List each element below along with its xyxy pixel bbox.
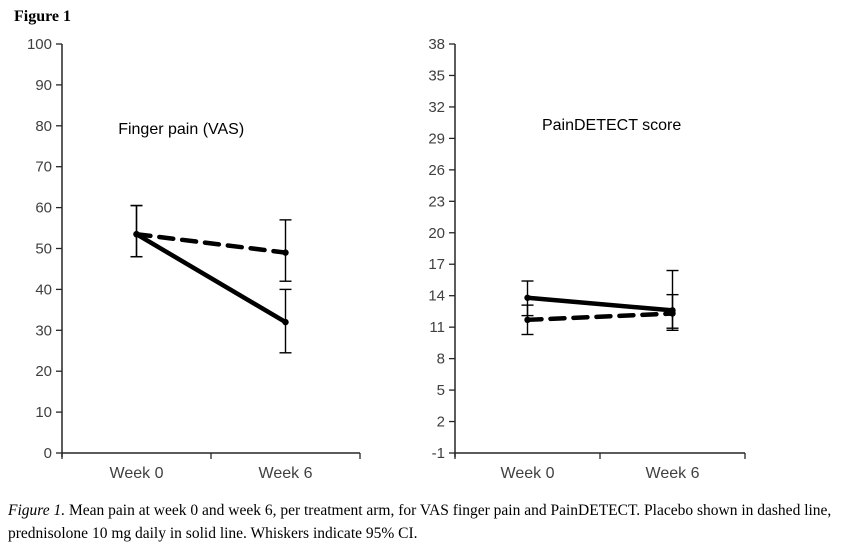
svg-text:60: 60 — [35, 200, 52, 217]
paindetect-score-chart: -1 2 5 8 11 14 17 20 23 26 29 32 35 38 Week 0 Week 6 Pai… — [428, 36, 746, 482]
svg-text:Week 0: Week 0 — [110, 465, 164, 482]
svg-text:23: 23 — [428, 193, 445, 210]
svg-text:70: 70 — [35, 159, 52, 176]
svg-text:38: 38 — [428, 36, 445, 53]
svg-text:20: 20 — [35, 363, 52, 380]
svg-text:-1: -1 — [432, 445, 445, 462]
svg-text:30: 30 — [35, 322, 52, 339]
svg-text:14: 14 — [428, 288, 445, 305]
svg-text:26: 26 — [428, 162, 445, 179]
vas-finger-pain-chart: 0 10 20 30 40 50 60 70 80 90 100 Week 0 Week 6 Finger… — [27, 36, 361, 482]
svg-text:10: 10 — [35, 404, 52, 421]
svg-text:17: 17 — [428, 256, 445, 273]
svg-text:0: 0 — [44, 445, 52, 462]
caption-text: Mean pain at week 0 and week 6, per trea… — [8, 502, 832, 543]
figure-caption: Figure 1. Mean pain at week 0 and week 6… — [8, 499, 846, 546]
charts-row: 0 10 20 30 40 50 60 70 80 90 100 Week 0 Week 6 Finger… — [8, 34, 765, 496]
svg-text:PainDETECT score: PainDETECT score — [542, 117, 681, 134]
svg-text:11: 11 — [429, 319, 445, 336]
svg-text:35: 35 — [428, 67, 445, 84]
svg-text:8: 8 — [437, 351, 445, 368]
svg-text:29: 29 — [428, 130, 445, 147]
svg-text:90: 90 — [35, 77, 52, 94]
svg-text:Week 6: Week 6 — [259, 465, 313, 482]
svg-text:Week 6: Week 6 — [646, 465, 700, 482]
svg-text:40: 40 — [35, 281, 52, 298]
svg-text:2: 2 — [437, 414, 445, 431]
svg-text:Week 0: Week 0 — [501, 465, 555, 482]
svg-text:5: 5 — [437, 382, 445, 399]
svg-text:50: 50 — [35, 241, 52, 258]
caption-label: Figure 1. — [8, 502, 66, 519]
svg-text:100: 100 — [27, 36, 52, 53]
svg-text:20: 20 — [428, 225, 445, 242]
svg-text:80: 80 — [35, 118, 52, 135]
svg-text:Finger pain (VAS): Finger pain (VAS) — [118, 121, 244, 138]
svg-text:32: 32 — [428, 99, 445, 116]
figure-heading: Figure 1 — [14, 8, 72, 25]
